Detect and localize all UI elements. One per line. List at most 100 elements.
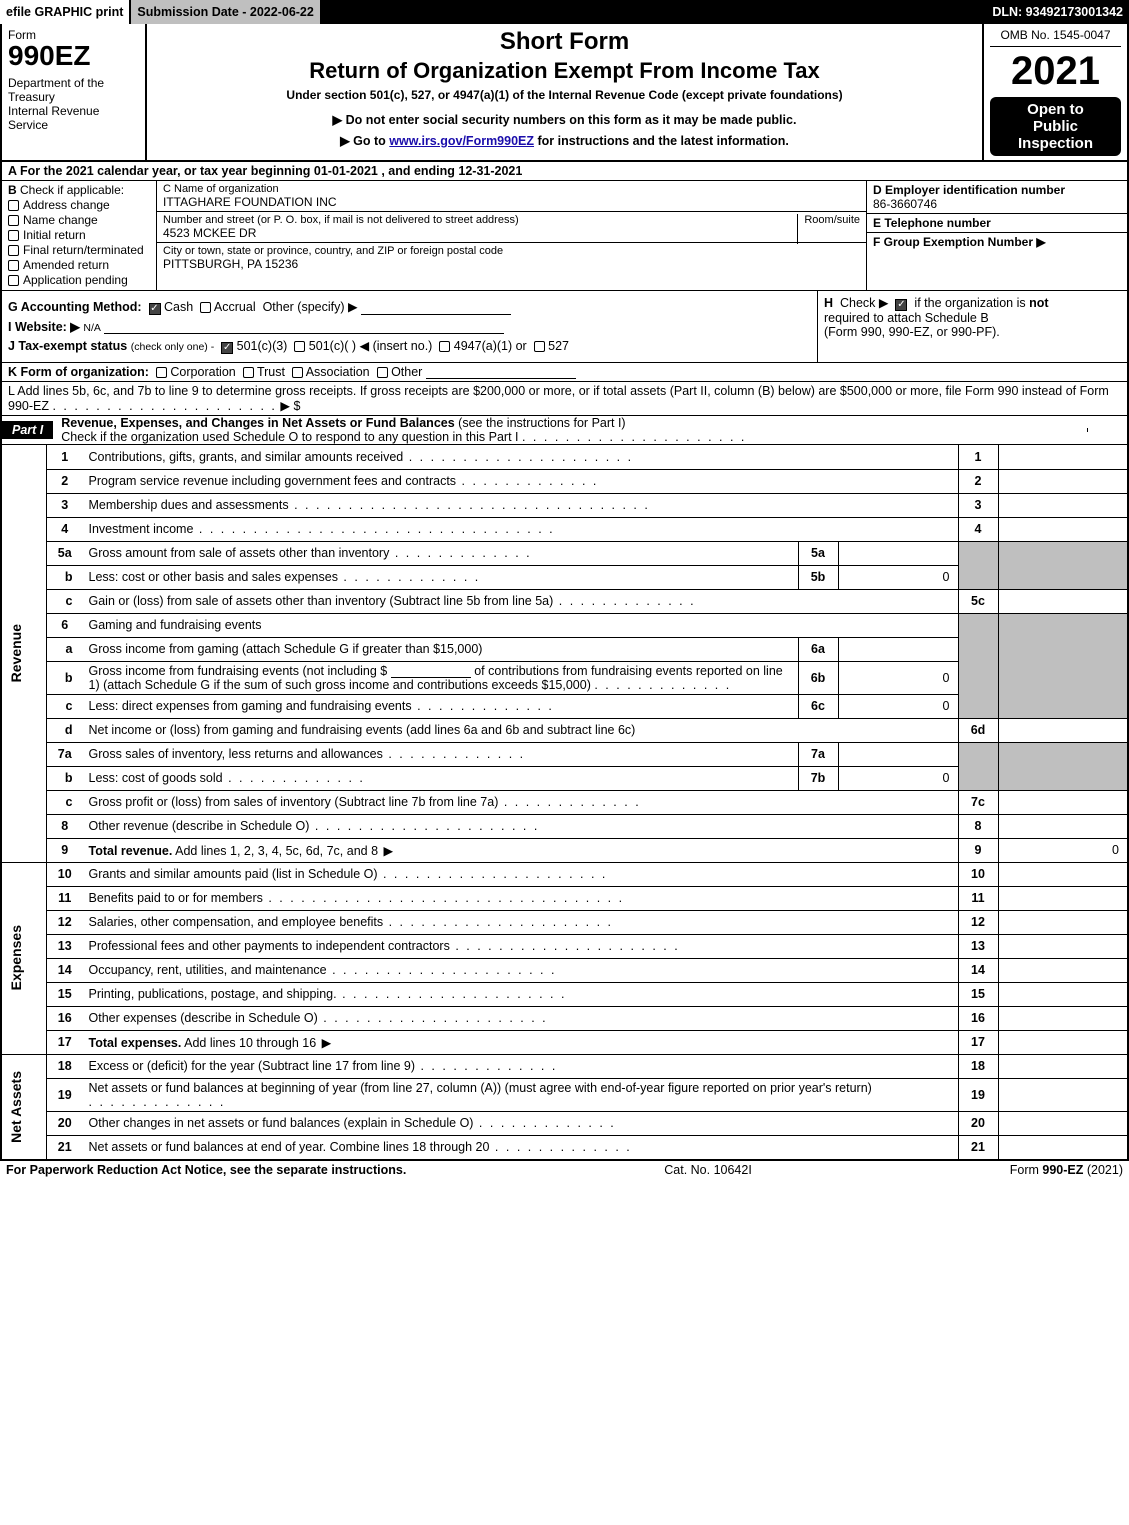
room-suite-label: Room/suite	[797, 214, 860, 244]
irs-link[interactable]: www.irs.gov/Form990EZ	[389, 134, 534, 148]
form-header: Form 990EZ Department of the Treasury In…	[0, 24, 1129, 162]
mid-val	[838, 637, 958, 661]
line-desc: Net assets or fund balances at beginning…	[83, 1078, 959, 1111]
line-num: 1	[47, 445, 83, 469]
line-num: 19	[47, 1078, 83, 1111]
chk-label: Name change	[23, 213, 98, 227]
dot-leader	[383, 747, 525, 761]
line-num: 6	[47, 613, 83, 637]
footer-right: Form 990-EZ (2021)	[1010, 1163, 1123, 1177]
col-val	[998, 814, 1128, 838]
desc-text: Add lines 10 through 16	[181, 1036, 316, 1050]
chk-name-change[interactable]: Name change	[8, 213, 150, 227]
k-trust: Trust	[257, 365, 285, 379]
line-desc: Excess or (deficit) for the year (Subtra…	[83, 1054, 959, 1078]
chk-label: Application pending	[23, 273, 128, 287]
dot-leader	[338, 570, 480, 584]
line-g: G Accounting Method: ✓ Cash Accrual Othe…	[8, 299, 811, 315]
mid-val	[838, 742, 958, 766]
col-val	[998, 1135, 1128, 1159]
efile-print-label[interactable]: efile GRAPHIC print	[0, 0, 131, 24]
line-desc: Less: cost of goods sold	[83, 766, 799, 790]
line-desc: Membership dues and assessments	[83, 493, 959, 517]
part-1-check-cell	[1087, 428, 1127, 432]
section-ghij: G Accounting Method: ✓ Cash Accrual Othe…	[0, 291, 1129, 363]
line-num: 16	[47, 1006, 83, 1030]
dept-treasury: Department of the Treasury	[8, 76, 104, 104]
topbar-spacer	[322, 0, 987, 24]
col-num: 18	[958, 1054, 998, 1078]
row-13: 13 Professional fees and other payments …	[1, 934, 1128, 958]
k-corporation: Corporation	[170, 365, 235, 379]
dot-leader	[473, 1116, 615, 1130]
row-14: 14 Occupancy, rent, utilities, and maint…	[1, 958, 1128, 982]
chk-address-change[interactable]: Address change	[8, 198, 150, 212]
row-9: 9 Total revenue. Add lines 1, 2, 3, 4, 5…	[1, 838, 1128, 862]
line-h: H Check ▶ ✓ if the organization is not r…	[817, 291, 1127, 362]
line-desc: Total revenue. Add lines 1, 2, 3, 4, 5c,…	[83, 838, 959, 862]
dln-label: DLN: 93492173001342	[986, 0, 1129, 24]
chk-amended-return[interactable]: Amended return	[8, 258, 150, 272]
col-num: 13	[958, 934, 998, 958]
open-line-3: Inspection	[1018, 135, 1093, 152]
part-1-check-line: Check if the organization used Schedule …	[61, 430, 518, 444]
row-1: Revenue 1 Contributions, gifts, grants, …	[1, 445, 1128, 469]
header-left: Form 990EZ Department of the Treasury In…	[2, 24, 147, 160]
short-form-title: Short Form	[153, 28, 976, 56]
col-val	[998, 1111, 1128, 1135]
row-2: 2 Program service revenue including gove…	[1, 469, 1128, 493]
checkbox-icon	[8, 215, 19, 226]
c-street-label: Number and street (or P. O. box, if mail…	[163, 214, 860, 226]
omb-number: OMB No. 1545-0047	[990, 28, 1121, 47]
line-num: 18	[47, 1054, 83, 1078]
ghij-left: G Accounting Method: ✓ Cash Accrual Othe…	[2, 291, 817, 362]
row-20: 20 Other changes in net assets or fund b…	[1, 1111, 1128, 1135]
c-city-label: City or town, state or province, country…	[163, 245, 860, 257]
part-1-table: Revenue 1 Contributions, gifts, grants, …	[0, 445, 1129, 1160]
line-num: c	[47, 589, 83, 613]
h-check: Check ▶	[840, 296, 889, 310]
desc-text: Add lines 1, 2, 3, 4, 5c, 6d, 7c, and 8	[172, 844, 378, 858]
checkbox-icon	[8, 260, 19, 271]
submission-date-label: Submission Date - 2022-06-22	[131, 0, 321, 24]
desc-text: Investment income	[89, 522, 194, 536]
dot-leader	[316, 1036, 333, 1050]
desc-text: Benefits paid to or for members	[89, 891, 263, 905]
section-bcdef: B Check if applicable: Address change Na…	[0, 181, 1129, 291]
line-desc: Professional fees and other payments to …	[83, 934, 959, 958]
desc-bold: Total revenue.	[89, 844, 173, 858]
chk-initial-return[interactable]: Initial return	[8, 228, 150, 242]
footer-cat-no: Cat. No. 10642I	[406, 1163, 1009, 1177]
line-j: J Tax-exempt status (check only one) - ✓…	[8, 338, 811, 354]
line-desc: Other revenue (describe in Schedule O)	[83, 814, 959, 838]
dot-leader	[327, 963, 557, 977]
row-19: 19 Net assets or fund balances at beginn…	[1, 1078, 1128, 1111]
checkbox-checked-icon: ✓	[895, 299, 907, 311]
desc-text: Excess or (deficit) for the year (Subtra…	[89, 1059, 416, 1073]
chk-final-return[interactable]: Final return/terminated	[8, 243, 150, 257]
col-val	[998, 982, 1128, 1006]
desc-text: Gross amount from sale of assets other t…	[89, 546, 390, 560]
return-title: Return of Organization Exempt From Incom…	[153, 58, 976, 84]
dot-leader	[89, 1095, 226, 1109]
e-label: E Telephone number	[873, 216, 991, 230]
go-to-suffix: for instructions and the latest informat…	[538, 134, 789, 148]
chk-application-pending[interactable]: Application pending	[8, 273, 150, 287]
blank-underline	[391, 664, 471, 678]
line-num: 8	[47, 814, 83, 838]
part-1-title: Revenue, Expenses, and Changes in Net As…	[61, 416, 454, 430]
line-desc: Gross income from gaming (attach Schedul…	[83, 637, 799, 661]
footer-form-prefix: Form	[1010, 1163, 1043, 1177]
dot-leader	[383, 915, 613, 929]
b-label: B	[8, 183, 17, 197]
col-val	[998, 934, 1128, 958]
col-num: 17	[958, 1030, 998, 1054]
dot-leader	[594, 678, 731, 692]
department-label: Department of the Treasury Internal Reve…	[8, 76, 139, 132]
d-label: D Employer identification number	[873, 183, 1065, 197]
col-num: 2	[958, 469, 998, 493]
desc-text: Less: cost of goods sold	[89, 771, 223, 785]
j-501c: 501(c)( ) ◀ (insert no.)	[309, 339, 433, 353]
col-num: 8	[958, 814, 998, 838]
col-num: 1	[958, 445, 998, 469]
